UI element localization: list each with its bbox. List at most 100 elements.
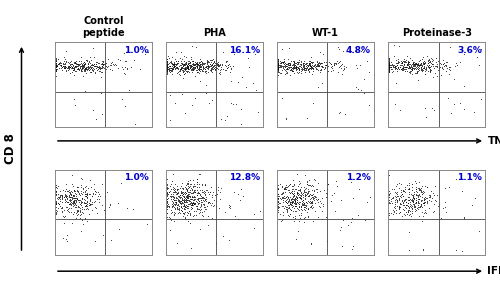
Point — [199, 198, 207, 203]
Point — [196, 226, 204, 231]
Point — [274, 58, 282, 63]
Point — [198, 194, 206, 199]
Point — [442, 64, 450, 69]
Point — [392, 208, 400, 213]
Point — [179, 190, 187, 195]
Point — [92, 196, 100, 201]
Point — [78, 209, 86, 214]
Point — [400, 58, 408, 63]
Point — [302, 186, 310, 191]
Point — [276, 196, 284, 201]
Point — [292, 191, 300, 195]
Point — [308, 64, 316, 69]
Point — [180, 63, 188, 68]
Point — [386, 63, 394, 68]
Point — [100, 61, 108, 66]
Point — [78, 64, 86, 68]
Point — [314, 61, 322, 66]
Point — [305, 61, 313, 66]
Point — [365, 70, 373, 75]
Point — [414, 196, 422, 201]
Point — [219, 49, 227, 54]
Point — [412, 62, 420, 67]
Point — [294, 59, 302, 64]
Point — [289, 192, 297, 197]
Point — [477, 46, 485, 51]
Point — [182, 66, 190, 71]
Point — [399, 59, 407, 64]
Point — [81, 194, 89, 198]
Point — [74, 63, 82, 68]
Point — [79, 210, 87, 215]
Point — [420, 61, 428, 66]
Point — [92, 69, 100, 74]
Point — [174, 190, 182, 195]
Point — [404, 65, 412, 70]
Point — [84, 64, 92, 69]
Point — [338, 66, 345, 71]
Point — [52, 185, 60, 190]
Point — [294, 201, 302, 206]
Point — [412, 200, 420, 205]
Point — [426, 62, 434, 67]
Point — [191, 184, 199, 188]
Point — [301, 61, 309, 66]
Point — [350, 49, 358, 54]
Point — [276, 212, 284, 217]
Point — [188, 64, 196, 68]
Point — [308, 201, 316, 206]
Point — [434, 62, 442, 66]
Point — [214, 62, 222, 66]
Point — [190, 202, 198, 207]
Point — [421, 72, 429, 77]
Point — [306, 60, 314, 65]
Point — [312, 197, 320, 201]
Point — [316, 204, 324, 209]
Point — [284, 198, 292, 203]
Point — [431, 63, 439, 68]
Point — [190, 200, 198, 205]
Point — [284, 61, 292, 66]
Point — [52, 56, 60, 61]
Point — [284, 183, 292, 188]
Point — [399, 194, 407, 199]
Point — [285, 198, 293, 203]
Point — [388, 69, 396, 74]
Point — [62, 195, 70, 200]
Point — [274, 66, 282, 71]
Point — [198, 183, 206, 188]
Point — [280, 204, 288, 209]
Point — [186, 60, 194, 65]
Point — [163, 62, 171, 67]
Point — [214, 62, 222, 67]
Point — [62, 186, 70, 191]
Point — [98, 65, 106, 70]
Point — [181, 207, 189, 212]
Point — [52, 67, 60, 72]
Point — [426, 68, 434, 73]
Point — [414, 179, 422, 184]
Point — [274, 200, 282, 205]
Point — [396, 185, 404, 190]
Point — [299, 61, 307, 65]
Point — [202, 65, 210, 70]
Point — [163, 62, 171, 66]
Point — [416, 65, 424, 70]
Point — [409, 60, 417, 65]
Point — [180, 204, 188, 209]
Point — [62, 65, 70, 70]
Point — [218, 186, 226, 191]
Point — [180, 62, 188, 67]
Point — [186, 199, 194, 204]
Point — [440, 61, 448, 65]
Point — [168, 205, 176, 209]
Point — [293, 197, 301, 202]
Point — [62, 59, 70, 64]
Point — [170, 62, 178, 66]
Point — [72, 64, 80, 68]
Point — [176, 207, 184, 212]
Point — [334, 47, 342, 52]
Point — [288, 66, 296, 71]
Point — [54, 63, 62, 68]
Point — [216, 67, 224, 72]
